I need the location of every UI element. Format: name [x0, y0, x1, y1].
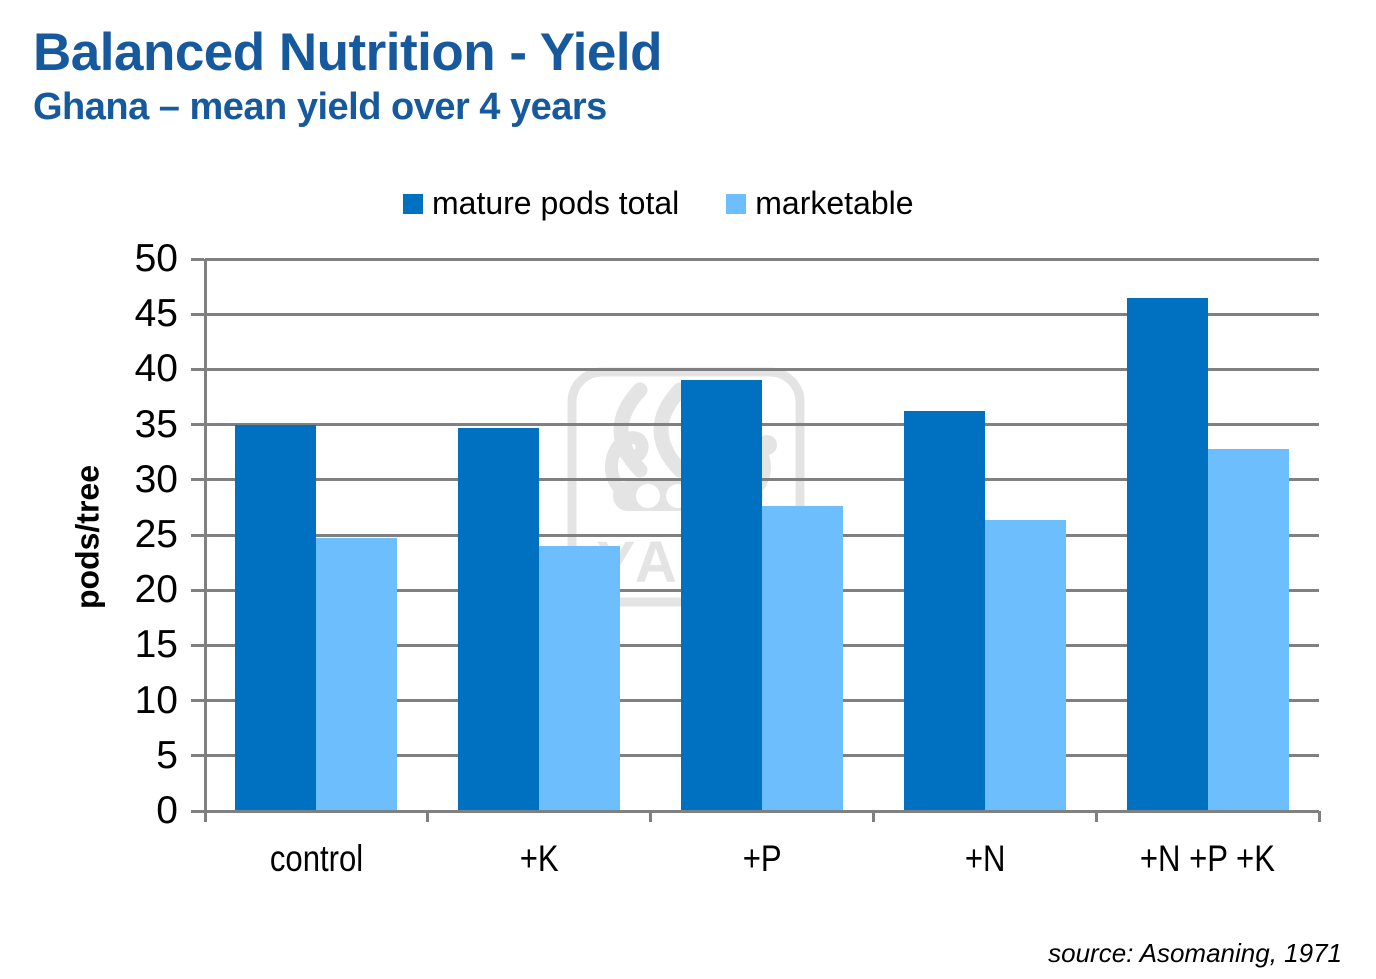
gridline	[205, 312, 1319, 316]
bar-s0-c4	[1126, 297, 1208, 811]
legend-item-1: marketable	[726, 185, 914, 222]
sail-arc-icon	[653, 382, 688, 478]
legend-swatch-icon	[726, 193, 747, 214]
y-axis-line	[203, 259, 207, 811]
y-axis-tick	[191, 478, 204, 482]
bar-s1-c4	[1207, 448, 1289, 811]
y-tick-label: 40	[134, 347, 178, 391]
legend-item-0: mature pods total	[403, 185, 679, 222]
y-tick-label: 5	[156, 733, 178, 777]
page-subtitle: Ghana – mean yield over 4 years	[33, 86, 607, 128]
page-title: Balanced Nutrition - Yield	[33, 23, 662, 82]
x-axis-tick	[1094, 811, 1098, 822]
legend-label: marketable	[755, 185, 914, 221]
x-axis-tick	[871, 811, 875, 822]
x-category-label: +K	[428, 835, 651, 883]
y-axis-tick	[191, 699, 204, 703]
gridline	[205, 257, 1319, 261]
y-tick-label: 0	[156, 789, 178, 832]
bar-s1-c0	[316, 538, 398, 811]
y-axis-tick	[191, 367, 204, 371]
bar-s0-c2	[681, 380, 762, 811]
legend-label: mature pods total	[432, 185, 680, 221]
bar-s0-c0	[235, 424, 317, 811]
y-tick-label: 50	[134, 237, 178, 280]
x-category-label: +P	[651, 835, 874, 883]
y-axis-tick	[191, 588, 204, 592]
y-tick-label: 15	[134, 623, 178, 667]
ship-shield-hole	[636, 484, 660, 508]
y-axis-tick	[191, 312, 204, 316]
y-tick-label: 10	[134, 678, 178, 722]
legend-swatch-icon	[403, 193, 423, 214]
bar-s1-c3	[984, 519, 1066, 811]
bar-s1-c1	[539, 546, 621, 811]
x-category-label-text: +P	[742, 838, 782, 879]
x-axis-tick	[203, 811, 207, 822]
x-category-label-text: +N +P +K	[1140, 838, 1276, 879]
x-axis-tick	[1317, 811, 1321, 822]
sail-arc-icon	[613, 382, 648, 478]
x-category-label: +N	[873, 835, 1096, 883]
source-note: source: Asomaning, 1971	[1048, 938, 1342, 968]
chart-legend: mature pods total marketable	[403, 185, 914, 222]
y-tick-label: 45	[134, 292, 178, 336]
x-category-label: +N +P +K	[1096, 835, 1319, 883]
y-axis-tick	[191, 809, 204, 813]
x-axis-line	[205, 809, 1319, 813]
ship-prow-icon	[604, 431, 649, 501]
y-axis-tick	[191, 533, 204, 537]
y-axis-tick	[191, 257, 204, 261]
x-category-label: control	[205, 835, 428, 883]
bar-s0-c3	[903, 411, 985, 811]
bar-s1-c2	[762, 506, 843, 811]
y-axis-tick	[191, 423, 204, 427]
y-axis-tick	[191, 643, 204, 647]
bar-s0-c1	[458, 427, 540, 811]
x-category-label-text: +N	[964, 838, 1006, 879]
y-axis-tick	[191, 754, 204, 758]
x-axis-tick	[649, 811, 653, 822]
x-category-label-text: +K	[519, 838, 559, 879]
y-tick-label: 35	[134, 402, 178, 446]
y-tick-label: 20	[134, 568, 178, 612]
y-tick-label: 25	[134, 513, 178, 556]
x-axis-tick	[426, 811, 430, 822]
x-category-label-text: control	[269, 838, 364, 879]
y-tick-label: 30	[134, 457, 178, 501]
